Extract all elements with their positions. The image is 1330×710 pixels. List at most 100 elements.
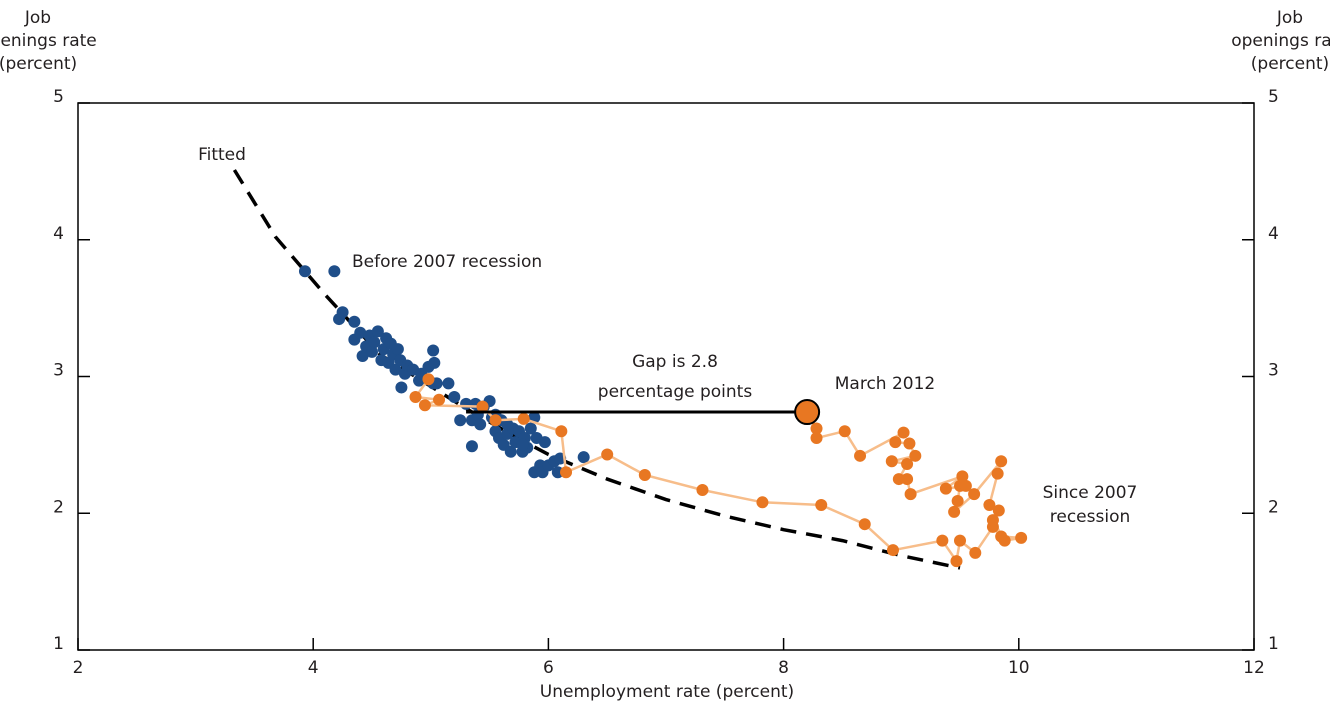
- point: [992, 504, 1005, 517]
- point: [501, 418, 514, 431]
- point: [696, 484, 709, 497]
- point: [892, 473, 905, 486]
- point: [516, 438, 529, 451]
- point: [838, 425, 851, 438]
- highlight-point: [794, 399, 821, 426]
- point: [886, 544, 899, 557]
- point: [428, 356, 441, 369]
- point: [885, 455, 898, 468]
- point: [577, 451, 590, 464]
- point: [901, 458, 914, 471]
- point: [1015, 531, 1028, 544]
- point: [448, 391, 461, 404]
- y-axis-title: openings rate: [0, 31, 97, 51]
- point: [551, 466, 564, 479]
- x-tick-label: 8: [778, 658, 789, 678]
- x-axis-title: Unemployment rate (percent): [540, 682, 794, 702]
- point: [538, 436, 551, 449]
- series-label: Since 2007: [1043, 483, 1138, 503]
- y-axis-title: (percent): [0, 54, 77, 74]
- point: [328, 265, 341, 278]
- point: [810, 432, 823, 445]
- point: [409, 391, 422, 404]
- point: [368, 336, 381, 349]
- y2-tick-label: 1: [1268, 634, 1279, 654]
- point: [936, 534, 949, 547]
- point: [560, 466, 573, 479]
- y2-tick-label: 4: [1268, 224, 1279, 244]
- point: [904, 488, 917, 501]
- y2-axis-title: openings rate: [1231, 31, 1330, 51]
- point: [998, 534, 1011, 547]
- point: [815, 499, 828, 512]
- fitted-line: [232, 169, 961, 570]
- point: [465, 440, 478, 453]
- y-tick-label: 3: [53, 361, 64, 381]
- point: [348, 315, 361, 328]
- point: [901, 473, 914, 486]
- x-tick-label: 6: [543, 658, 554, 678]
- point: [889, 436, 902, 449]
- point: [948, 505, 961, 518]
- point: [427, 344, 440, 357]
- point: [954, 534, 966, 547]
- gap-label: percentage points: [598, 382, 753, 402]
- y2-axis-title: Job: [1276, 8, 1303, 28]
- series-label: recession: [1050, 507, 1131, 527]
- point: [504, 445, 517, 458]
- point: [950, 555, 963, 568]
- point: [454, 414, 467, 427]
- point: [433, 393, 446, 406]
- highlight-label: March 2012: [835, 374, 936, 394]
- point: [366, 345, 378, 358]
- point: [601, 448, 614, 461]
- connecting-line: [413, 378, 1022, 565]
- point: [909, 449, 922, 462]
- y2-tick-label: 2: [1268, 497, 1279, 517]
- point: [442, 377, 455, 390]
- point: [336, 306, 349, 319]
- y2-tick-label: 3: [1268, 361, 1279, 381]
- point: [995, 455, 1008, 468]
- y-axis-title: Job: [24, 8, 51, 28]
- point: [810, 422, 823, 435]
- point: [395, 381, 408, 394]
- point: [422, 373, 435, 386]
- point: [858, 518, 871, 531]
- point: [983, 499, 996, 512]
- point: [638, 468, 651, 481]
- point: [476, 400, 489, 413]
- point: [986, 514, 999, 527]
- point: [371, 325, 384, 338]
- point: [489, 414, 502, 427]
- fitted-label: Fitted: [198, 145, 246, 165]
- y-tick-label: 1: [53, 634, 64, 654]
- point: [298, 265, 311, 278]
- y2-tick-label: 5: [1268, 87, 1279, 107]
- point: [391, 343, 404, 356]
- x-tick-label: 10: [1008, 658, 1030, 678]
- point: [951, 494, 964, 507]
- gap-label: Gap is 2.8: [632, 352, 718, 372]
- point: [354, 326, 367, 339]
- y-tick-label: 4: [53, 224, 64, 244]
- point: [956, 470, 969, 483]
- point: [356, 349, 369, 362]
- point: [959, 479, 972, 492]
- point: [991, 467, 1004, 480]
- plot-frame: [77, 102, 1255, 651]
- x-tick-label: 4: [308, 658, 319, 678]
- point: [969, 546, 982, 559]
- point: [854, 449, 867, 462]
- point: [555, 425, 568, 438]
- point: [517, 412, 530, 425]
- point: [524, 422, 537, 435]
- point: [474, 418, 487, 431]
- series-label: Before 2007 recession: [352, 252, 542, 272]
- point: [756, 496, 769, 509]
- x-tick-label: 2: [73, 658, 84, 678]
- point: [418, 399, 431, 412]
- point: [968, 488, 981, 501]
- x-tick-label: 12: [1243, 658, 1265, 678]
